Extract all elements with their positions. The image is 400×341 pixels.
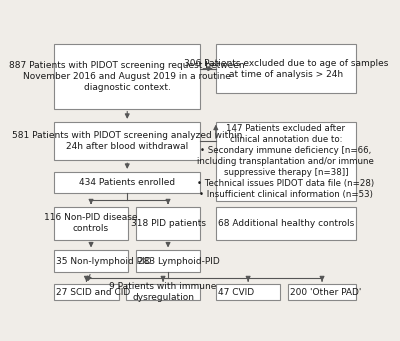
Text: 35 Non-lymphoid PID: 35 Non-lymphoid PID (56, 257, 152, 266)
Text: 116 Non-PID disease
controls: 116 Non-PID disease controls (44, 213, 138, 234)
Bar (126, 284, 200, 300)
Bar (288, 284, 356, 300)
Bar (54, 172, 200, 193)
Bar (216, 284, 280, 300)
Bar (54, 122, 200, 160)
Text: 27 SCID and CID: 27 SCID and CID (56, 288, 131, 297)
Bar (136, 250, 200, 272)
Text: 318 PID patients: 318 PID patients (130, 219, 206, 228)
Bar (136, 207, 200, 240)
Text: 434 Patients enrolled: 434 Patients enrolled (79, 178, 175, 187)
Bar (54, 44, 200, 109)
Text: 9 Patients with immune
dysregulation: 9 Patients with immune dysregulation (109, 282, 217, 302)
Bar (216, 122, 356, 201)
Bar (54, 250, 128, 272)
Text: 147 Patients excluded after
clinical annotation due to:
• Secondary immune defic: 147 Patients excluded after clinical ann… (197, 124, 374, 199)
Text: 306 Patients excluded due to age of samples
at time of analysis > 24h: 306 Patients excluded due to age of samp… (184, 59, 388, 79)
Text: 200 'Other PAD': 200 'Other PAD' (290, 288, 362, 297)
Text: 581 Patients with PIDOT screening analyzed within
24h after blood withdrawal: 581 Patients with PIDOT screening analyz… (12, 131, 242, 151)
Bar (54, 207, 128, 240)
Text: 47 CVID: 47 CVID (218, 288, 254, 297)
Bar (216, 44, 356, 93)
Text: 68 Additional healthy controls: 68 Additional healthy controls (218, 219, 354, 228)
Bar (54, 284, 119, 300)
Text: 283 Lymphoid-PID: 283 Lymphoid-PID (138, 257, 220, 266)
Text: 887 Patients with PIDOT screening request between
November 2016 and August 2019 : 887 Patients with PIDOT screening reques… (10, 61, 245, 92)
Bar (216, 207, 356, 240)
